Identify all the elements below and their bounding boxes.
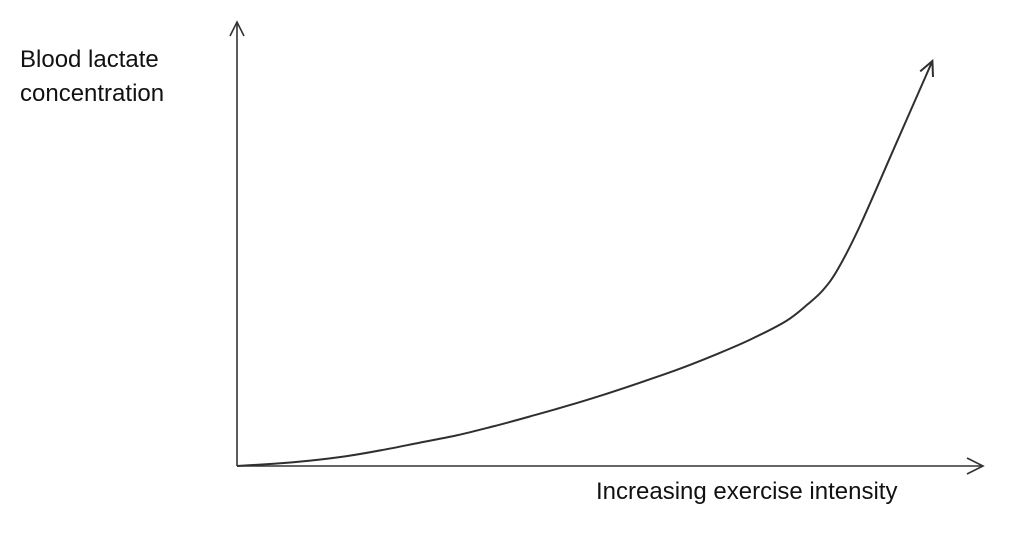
y-axis-label-line-1: Blood lactate xyxy=(20,46,159,73)
curve-arrow-icon xyxy=(919,58,934,78)
y-axis-arrow-icon xyxy=(229,20,245,37)
lactate-curve xyxy=(236,60,934,467)
x-axis-arrow-icon xyxy=(966,457,985,475)
x-axis-label: Increasing exercise intensity xyxy=(596,478,897,505)
y-axis-label-line-2: concentration xyxy=(20,80,164,107)
